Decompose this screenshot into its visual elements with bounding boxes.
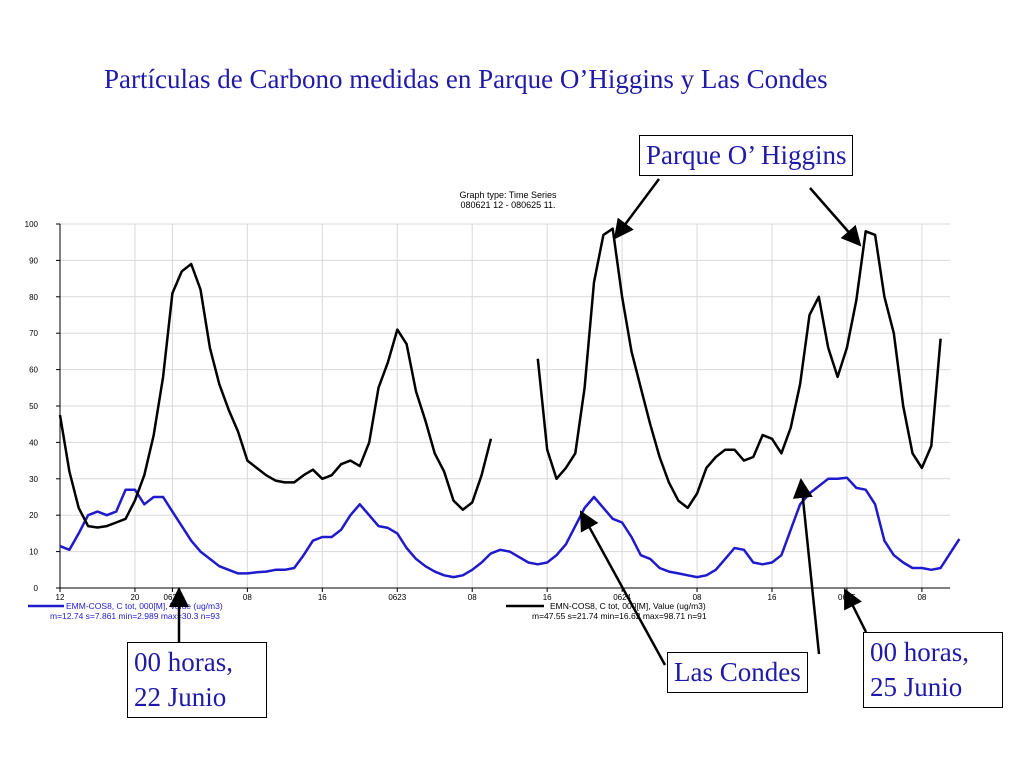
- y-tick-label: 50: [29, 402, 38, 411]
- x-tick-label: 08: [243, 593, 252, 602]
- callout-22-junio: 00 horas, 22 Junio: [127, 642, 267, 718]
- chart-legend: EMM-COS8, C tot, 000[M], Value (ug/m3) m…: [28, 601, 707, 621]
- x-tick-label: 0623: [388, 593, 406, 602]
- callout-22-line1: 00 horas,: [134, 647, 233, 677]
- graph-range-label: 080621 12 - 080625 11.: [461, 200, 556, 210]
- callout-parque-text: Parque O’ Higgins: [646, 140, 847, 170]
- arrow-25-junio: [843, 588, 868, 633]
- y-tick-label: 0: [34, 584, 39, 593]
- x-tick-label: 0624: [613, 593, 631, 602]
- series-line-las-condes: [59, 476, 961, 579]
- slide-title: Partículas de Carbono medidas en Parque …: [104, 64, 828, 94]
- y-tick-label: 30: [29, 475, 38, 484]
- callout-25-line2: 25 Junio: [870, 672, 963, 702]
- arrow-parque-peak-1: [613, 178, 661, 240]
- x-tick-label: 08: [693, 593, 702, 602]
- callout-25-junio: 00 horas, 25 Junio: [863, 632, 1003, 708]
- x-tick-label: 16: [768, 593, 777, 602]
- x-tick-label: 16: [543, 593, 552, 602]
- legend-series-las-condes-name: EMM-COS8, C tot, 000[M], Value (ug/m3): [66, 601, 223, 611]
- x-tick-label: 16: [318, 593, 327, 602]
- y-tick-label: 100: [25, 220, 39, 229]
- legend-series-las-condes-stats: m=12.74 s=7.861 min=2.989 max=30.3 n=93: [50, 611, 220, 621]
- chart-series: [58, 227, 961, 579]
- arrow-parque-peak-2: [809, 187, 862, 247]
- legend-series-parque-name: EMN-COS8, C tot, 000[M], Value (ug/m3): [550, 601, 706, 611]
- callout-las-condes: Las Condes: [667, 652, 808, 693]
- x-tick-label: 08: [468, 593, 477, 602]
- y-tick-label: 60: [29, 366, 38, 375]
- x-tick-label: 08: [917, 593, 926, 602]
- x-tick-label: 20: [130, 593, 139, 602]
- y-tick-label: 20: [29, 511, 38, 520]
- series-line-parque-ohiggins: [58, 227, 942, 529]
- arrow-las-condes-1: [579, 510, 667, 666]
- x-tick-label: 12: [56, 593, 65, 602]
- callout-parque-ohiggins: Parque O’ Higgins: [639, 135, 854, 176]
- arrow-las-condes-2: [792, 478, 821, 655]
- chart-grid: [59, 223, 950, 589]
- y-tick-label: 70: [29, 329, 38, 338]
- callout-25-line1: 00 horas,: [870, 637, 969, 667]
- callout-22-line2: 22 Junio: [134, 682, 227, 712]
- y-tick-label: 90: [29, 256, 38, 265]
- y-tick-label: 40: [29, 438, 38, 447]
- legend-series-parque-stats: m=47.55 s=21.74 min=16.62 max=98.71 n=91: [532, 611, 707, 621]
- callout-arrows: [169, 178, 868, 666]
- y-tick-label: 10: [29, 548, 38, 557]
- y-tick-label: 80: [29, 293, 38, 302]
- callout-las-condes-text: Las Condes: [674, 657, 801, 687]
- graph-type-label: Graph type: Time Series: [459, 190, 557, 200]
